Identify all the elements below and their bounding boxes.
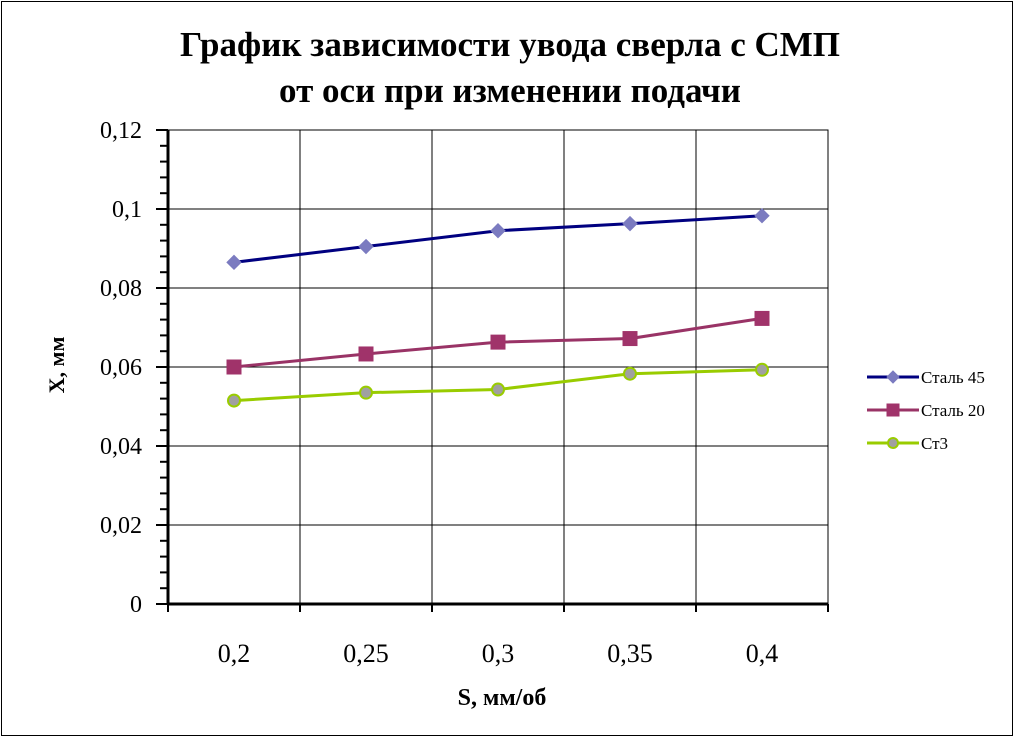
- data-point: [755, 362, 769, 377]
- y-tick-label: 0,06: [100, 355, 142, 381]
- y-tick-label: 0,12: [100, 118, 142, 144]
- legend-label: Сталь 45: [921, 368, 985, 387]
- legend-marker: [887, 437, 899, 449]
- data-point: [622, 331, 638, 347]
- data-point: [490, 334, 506, 350]
- y-axis-label: X, мм: [44, 337, 69, 394]
- x-tick-label: 0,25: [343, 639, 389, 668]
- data-point: [622, 215, 638, 232]
- legend-label: Ст3: [921, 434, 948, 453]
- chart-title-line1: График зависимости увода сверла с СМП: [180, 25, 840, 64]
- data-point: [754, 310, 770, 326]
- data-point: [359, 385, 373, 400]
- data-point: [358, 346, 374, 362]
- x-tick-label: 0,4: [746, 639, 779, 668]
- x-tick-label: 0,3: [482, 639, 515, 668]
- data-point: [358, 238, 374, 255]
- legend-marker: [886, 370, 900, 384]
- x-tick-label: 0,2: [218, 639, 251, 668]
- y-tick-label: 0,08: [100, 276, 142, 302]
- data-point: [491, 382, 505, 397]
- data-point: [490, 223, 506, 239]
- legend-marker: [886, 403, 900, 417]
- data-point: [226, 254, 242, 271]
- y-tick-label: 0,1: [112, 197, 142, 223]
- legend-label: Сталь 20: [921, 401, 985, 420]
- data-point: [754, 208, 770, 224]
- x-tick-label: 0,35: [607, 639, 653, 668]
- y-tick-label: 0,04: [100, 434, 142, 460]
- data-point: [623, 366, 637, 381]
- x-axis-label: S, мм/об: [458, 685, 547, 711]
- y-tick-label: 0: [130, 592, 142, 618]
- y-tick-label: 0,02: [100, 513, 142, 539]
- chart-title-line2: от оси при изменении подачи: [279, 71, 741, 110]
- data-point: [226, 359, 242, 375]
- data-point: [227, 393, 241, 408]
